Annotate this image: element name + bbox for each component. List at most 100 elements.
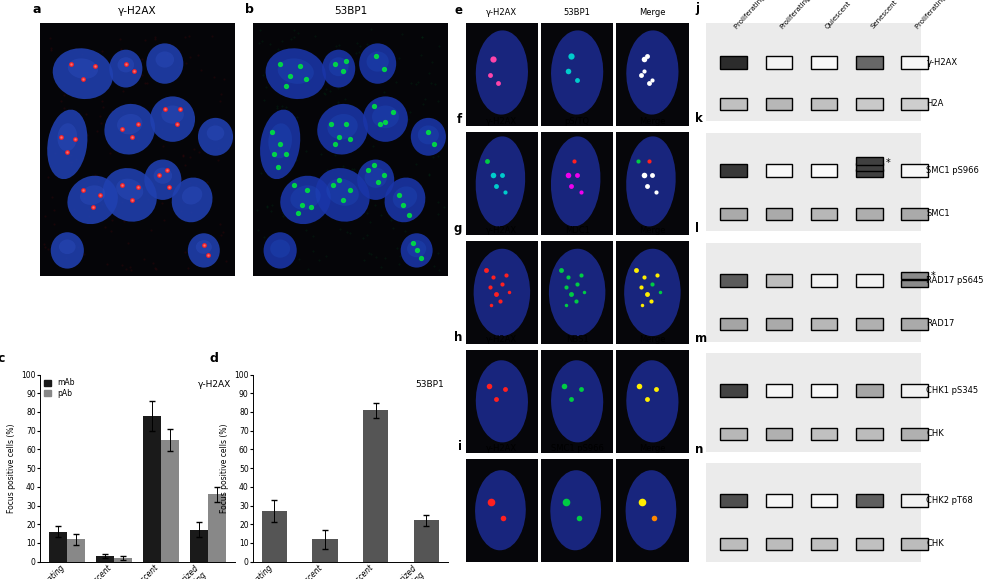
Text: NBS1: NBS1 [566, 335, 588, 344]
Point [356, 256, 372, 265]
Point [115, 86, 131, 96]
Point [392, 251, 408, 261]
Point [324, 133, 340, 142]
Bar [208, 494, 226, 562]
FancyBboxPatch shape [766, 384, 792, 397]
Point [94, 46, 110, 56]
Ellipse shape [367, 52, 389, 72]
Point [137, 78, 153, 87]
Point [139, 78, 155, 87]
Point [88, 183, 104, 192]
Point [436, 202, 452, 211]
Ellipse shape [270, 240, 290, 258]
Point [278, 102, 294, 111]
Point [286, 213, 302, 222]
FancyBboxPatch shape [766, 164, 792, 177]
Point [80, 204, 96, 213]
Point [318, 84, 334, 93]
Point [216, 75, 232, 84]
Text: pS/TQ: pS/TQ [565, 117, 590, 126]
FancyBboxPatch shape [706, 463, 921, 562]
Ellipse shape [146, 43, 183, 84]
Point [365, 58, 381, 67]
Point [43, 45, 59, 54]
Text: 53BP1: 53BP1 [334, 6, 367, 16]
Ellipse shape [626, 360, 678, 442]
Text: j: j [695, 2, 699, 15]
Ellipse shape [116, 179, 143, 200]
Point [413, 50, 429, 59]
Point [120, 239, 136, 248]
Point [270, 45, 286, 54]
Ellipse shape [103, 168, 157, 222]
Ellipse shape [550, 470, 601, 550]
Point [402, 108, 418, 117]
Point [190, 50, 206, 60]
Text: γ-H2AX: γ-H2AX [118, 6, 157, 16]
Point [337, 94, 353, 104]
Point [317, 65, 333, 74]
Point [98, 195, 114, 204]
Point [383, 215, 399, 225]
Point [389, 243, 405, 252]
Ellipse shape [476, 30, 528, 115]
Point [363, 24, 379, 34]
Text: SMC1 pS966: SMC1 pS966 [926, 166, 979, 175]
Point [37, 211, 53, 221]
Point [67, 110, 83, 119]
Point [280, 80, 296, 90]
Point [346, 164, 362, 174]
Point [333, 55, 349, 64]
FancyBboxPatch shape [720, 384, 747, 397]
Ellipse shape [150, 96, 195, 142]
Point [383, 118, 399, 127]
Ellipse shape [326, 179, 359, 206]
Point [299, 72, 315, 81]
Text: CHK: CHK [926, 540, 944, 548]
Point [44, 192, 60, 201]
Point [175, 150, 191, 159]
Point [218, 256, 234, 266]
Point [430, 97, 446, 106]
Point [173, 174, 189, 183]
Point [421, 69, 437, 78]
Point [317, 177, 333, 186]
Point [213, 230, 229, 240]
Point [368, 188, 384, 197]
Text: CHK2 pT68: CHK2 pT68 [926, 496, 973, 505]
Point [377, 41, 393, 50]
Point [155, 142, 171, 151]
Point [376, 170, 392, 179]
Text: Proliferating irradiated: Proliferating irradiated [734, 0, 791, 30]
Ellipse shape [57, 123, 77, 151]
Bar [67, 539, 85, 562]
Point [173, 207, 189, 216]
Point [403, 205, 419, 214]
Point [426, 261, 442, 270]
Point [162, 97, 178, 106]
Point [90, 56, 106, 65]
Point [56, 90, 72, 100]
Point [46, 206, 62, 215]
Point [40, 244, 56, 254]
Point [263, 206, 279, 215]
FancyBboxPatch shape [901, 428, 928, 440]
Point [322, 86, 338, 96]
Ellipse shape [393, 186, 417, 209]
Text: Merge: Merge [639, 117, 666, 126]
Point [286, 25, 302, 35]
Point [175, 152, 191, 161]
Point [306, 82, 322, 91]
Ellipse shape [280, 176, 331, 224]
Point [341, 109, 357, 118]
FancyBboxPatch shape [766, 428, 792, 440]
Text: e: e [454, 4, 462, 17]
Point [134, 70, 150, 79]
Ellipse shape [626, 470, 676, 550]
Point [159, 49, 175, 58]
Point [359, 60, 375, 69]
Point [75, 153, 91, 162]
Point [130, 135, 146, 145]
Point [210, 144, 226, 153]
Point [398, 188, 414, 197]
